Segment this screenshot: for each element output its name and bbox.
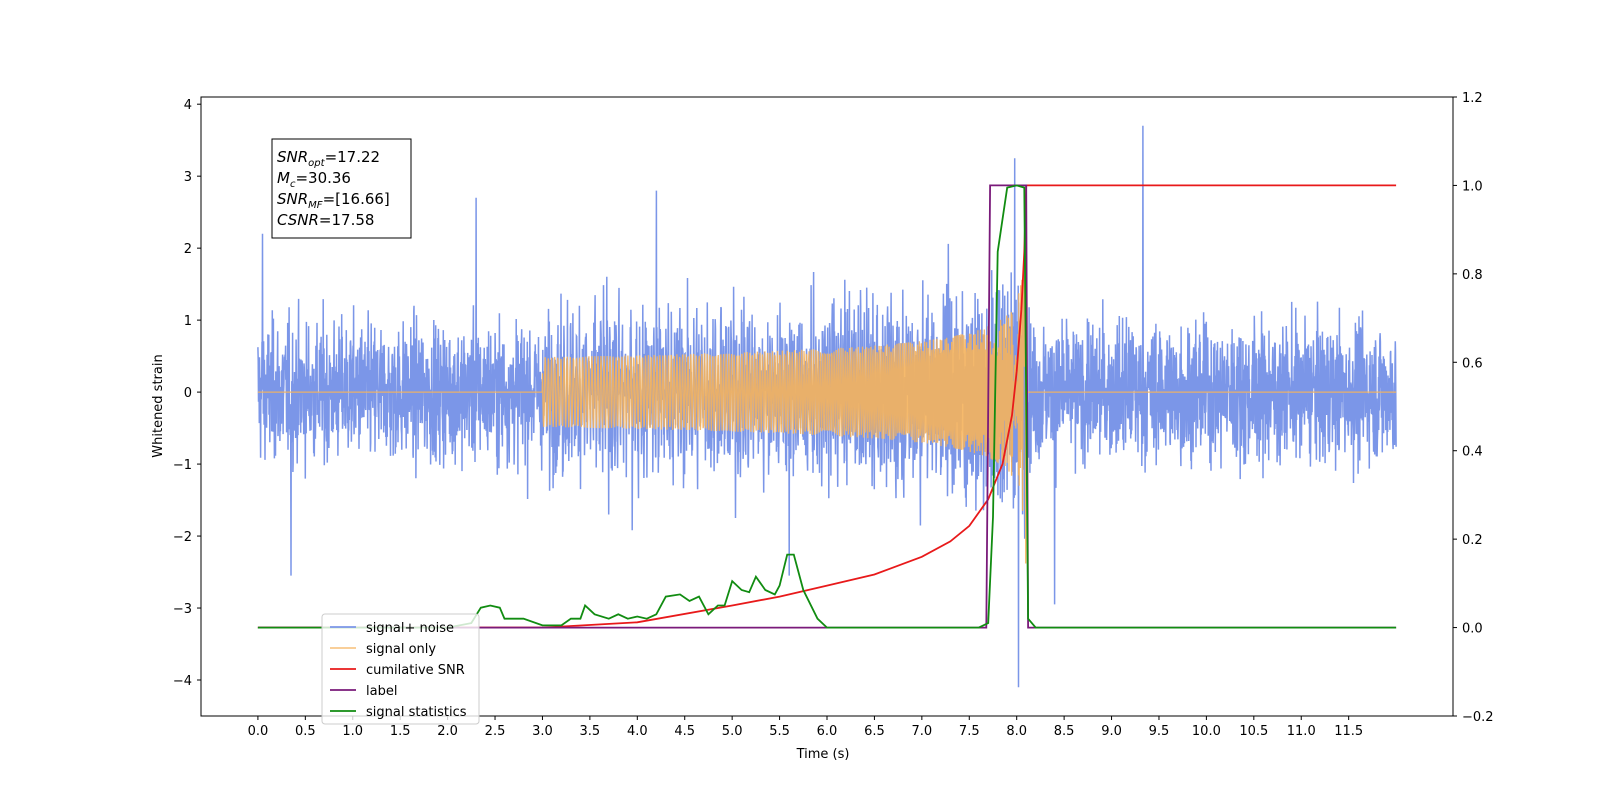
x-tick-label: 8.5 [1054, 724, 1075, 739]
x-tick-label: 6.5 [864, 724, 885, 739]
annotation-line: SNRopt=17.22 [277, 148, 380, 169]
x-tick-label: 9.0 [1101, 724, 1122, 739]
y2-tick-label: 0.0 [1462, 622, 1483, 637]
series-layer [257, 125, 1397, 688]
x-tick-label: 4.5 [674, 724, 695, 739]
y-tick-label: −1 [173, 458, 192, 473]
x-tick-label: 8.0 [1006, 724, 1027, 739]
series-signal-statistics [257, 184, 1397, 629]
annotation-line: CSNR=17.58 [277, 211, 374, 229]
x-tick-label: 1.0 [342, 724, 363, 739]
x-tick-label: 7.0 [912, 724, 933, 739]
x-tick-label: 11.0 [1287, 724, 1316, 739]
x-tick-label: 11.5 [1334, 724, 1363, 739]
x-tick-label: 2.0 [437, 724, 458, 739]
x-tick-label: 0.0 [248, 724, 269, 739]
y-axis-left: −4 −3 −2 −1 0 1 2 3 4 [173, 98, 201, 689]
legend-entry: signal statistics [366, 705, 467, 720]
series-cumulative-snr [542, 184, 1397, 629]
x-tick-label: 9.5 [1149, 724, 1170, 739]
x-tick-label: 2.5 [485, 724, 506, 739]
x-tick-label: 4.0 [627, 724, 648, 739]
y-tick-label: 4 [184, 98, 192, 113]
x-tick-label: 7.5 [959, 724, 980, 739]
y-tick-label: −4 [173, 674, 192, 689]
x-tick-label: 3.5 [580, 724, 601, 739]
legend-entry: signal+ noise [366, 621, 454, 636]
y-tick-label: −2 [173, 530, 192, 545]
x-axis-label: Time (s) [796, 747, 850, 762]
annotation-line: SNRMF=[16.66] [277, 190, 390, 211]
y-axis-label: Whitened strain [151, 354, 166, 457]
y2-tick-label: 0.8 [1462, 268, 1483, 283]
series-signal-only [257, 190, 1397, 564]
y-axis-right: −0.2 0.0 0.2 0.4 0.6 0.8 1.0 1.2 [1453, 91, 1494, 725]
y-tick-label: 2 [184, 242, 192, 257]
x-tick-label: 3.0 [532, 724, 553, 739]
y2-tick-label: 1.0 [1462, 179, 1483, 194]
legend-frame [321, 613, 480, 725]
y2-tick-label: 0.4 [1462, 445, 1483, 460]
y-tick-label: 1 [184, 314, 192, 329]
y-tick-label: 0 [184, 386, 192, 401]
x-tick-label: 5.0 [722, 724, 743, 739]
legend: signal+ noise signal only cumilative SNR la… [321, 613, 480, 725]
x-tick-label: 1.5 [390, 724, 411, 739]
annotation-box-frame [271, 138, 412, 239]
x-axis: 0.0 0.5 1.0 1.5 2.0 2.5 3.0 3.5 4.0 4.5 5.0 5.5 6.0 6… [248, 716, 1363, 739]
legend-entry: signal only [366, 642, 436, 657]
x-tick-label: 0.5 [295, 724, 316, 739]
y2-tick-label: 0.6 [1462, 356, 1483, 371]
y2-tick-label: 1.2 [1462, 91, 1483, 106]
y-tick-label: 3 [184, 170, 192, 185]
x-tick-label: 5.5 [769, 724, 790, 739]
x-tick-label: 10.0 [1192, 724, 1221, 739]
legend-entry: cumilative SNR [366, 663, 465, 678]
y2-tick-label: −0.2 [1462, 710, 1494, 725]
y2-tick-label: 0.2 [1462, 533, 1483, 548]
annotation-line: Mc=30.36 [277, 169, 351, 190]
y-tick-label: −3 [173, 602, 192, 617]
x-tick-label: 10.5 [1239, 724, 1268, 739]
x-tick-label: 6.0 [817, 724, 838, 739]
metrics-annotation-box: SNRopt=17.22Mc=30.36SNRMF=[16.66]CSNR=17… [271, 138, 412, 239]
legend-entry: label [366, 684, 397, 699]
